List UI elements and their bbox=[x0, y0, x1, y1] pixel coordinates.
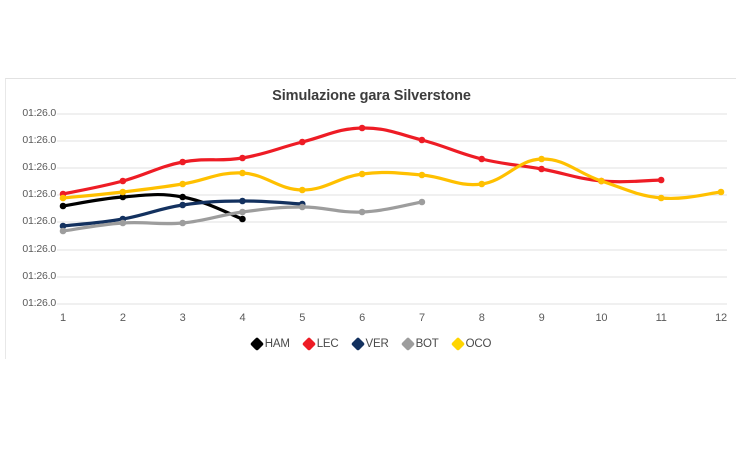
legend-label: VER bbox=[365, 338, 389, 350]
x-tick-label: 8 bbox=[478, 312, 485, 324]
data-point[interactable] bbox=[717, 188, 725, 196]
data-point[interactable] bbox=[59, 222, 67, 230]
series-layer bbox=[59, 124, 725, 235]
data-point[interactable] bbox=[418, 171, 426, 179]
x-tick-label: 10 bbox=[595, 312, 608, 324]
data-point[interactable] bbox=[358, 208, 366, 216]
data-point[interactable] bbox=[298, 138, 306, 146]
x-tick-label: 7 bbox=[418, 312, 425, 324]
chart-title: Simulazione gara Silverstone bbox=[272, 88, 471, 104]
legend-item-lec[interactable]: LEC bbox=[301, 336, 339, 352]
data-point[interactable] bbox=[418, 136, 426, 144]
series-ham bbox=[59, 192, 246, 223]
x-tick-label: 3 bbox=[179, 312, 186, 324]
data-point[interactable] bbox=[59, 227, 67, 235]
y-tick-label: 01:26.0 bbox=[22, 243, 56, 255]
x-tick-label: 2 bbox=[119, 312, 126, 324]
x-tick-label: 6 bbox=[359, 312, 366, 324]
series-bot bbox=[59, 198, 426, 235]
data-point[interactable] bbox=[179, 180, 186, 188]
chart-legend: HAM LEC VER BOT OCO bbox=[6, 336, 737, 352]
x-tick-label: 9 bbox=[538, 312, 545, 324]
y-tick-label: 01:26.0 bbox=[22, 107, 56, 119]
legend-item-ver[interactable]: VER bbox=[350, 336, 389, 352]
x-tick-label: 5 bbox=[299, 312, 306, 324]
x-tick-label: 1 bbox=[60, 312, 66, 324]
series-lec bbox=[59, 124, 665, 198]
data-point[interactable] bbox=[358, 170, 366, 178]
data-point[interactable] bbox=[358, 124, 366, 132]
legend-diamond-marker-icon bbox=[249, 336, 264, 352]
data-point[interactable] bbox=[59, 194, 67, 202]
series-oco bbox=[59, 155, 725, 202]
data-point[interactable] bbox=[538, 165, 545, 173]
data-point[interactable] bbox=[239, 169, 246, 177]
legend-diamond-marker-icon bbox=[350, 336, 365, 352]
y-tick-label: 01:26.0 bbox=[22, 161, 56, 173]
legend-item-bot[interactable]: BOT bbox=[400, 336, 439, 352]
y-tick-label: 01:26.0 bbox=[22, 215, 56, 227]
data-point[interactable] bbox=[239, 154, 246, 162]
data-point[interactable] bbox=[478, 180, 486, 188]
data-point[interactable] bbox=[119, 193, 127, 201]
legend-diamond-marker-icon bbox=[400, 336, 415, 352]
data-point[interactable] bbox=[179, 201, 186, 209]
data-point[interactable] bbox=[179, 158, 186, 166]
legend-diamond-marker-icon bbox=[450, 336, 465, 352]
x-tick-label: 11 bbox=[655, 312, 667, 324]
data-point[interactable] bbox=[119, 177, 127, 185]
data-point[interactable] bbox=[119, 219, 127, 227]
y-tick-label: 01:26.0 bbox=[22, 297, 56, 309]
chart-container: Simulazione gara Silverstone 01:26.0 01:2… bbox=[5, 78, 736, 359]
data-point[interactable] bbox=[119, 188, 127, 196]
data-point[interactable] bbox=[239, 208, 246, 216]
data-point[interactable] bbox=[598, 177, 605, 185]
data-point[interactable] bbox=[239, 197, 246, 205]
data-point[interactable] bbox=[418, 198, 426, 206]
x-tick-label: 4 bbox=[239, 312, 246, 324]
y-tick-label: 01:26.0 bbox=[22, 270, 56, 282]
legend-item-oco[interactable]: OCO bbox=[450, 336, 492, 352]
data-point[interactable] bbox=[179, 219, 186, 227]
x-tick-label: 12 bbox=[715, 312, 727, 324]
data-point[interactable] bbox=[239, 215, 246, 223]
y-tick-label: 01:26.0 bbox=[22, 188, 56, 200]
legend-diamond-marker-icon bbox=[301, 336, 316, 352]
gridlines bbox=[57, 113, 727, 305]
y-tick-label: 01:26.0 bbox=[22, 134, 56, 146]
data-point[interactable] bbox=[179, 193, 186, 201]
data-point[interactable] bbox=[298, 203, 306, 211]
plot-area bbox=[57, 113, 727, 305]
data-point[interactable] bbox=[298, 186, 306, 194]
legend-label: HAM bbox=[264, 338, 290, 350]
series-line bbox=[61, 192, 245, 221]
series-line bbox=[61, 126, 663, 196]
data-point[interactable] bbox=[657, 194, 665, 202]
legend-item-ham[interactable]: HAM bbox=[249, 336, 290, 352]
data-point[interactable] bbox=[538, 155, 545, 163]
legend-label: LEC bbox=[316, 338, 339, 350]
legend-label: BOT bbox=[415, 338, 439, 350]
data-point[interactable] bbox=[657, 176, 665, 184]
data-point[interactable] bbox=[59, 202, 67, 210]
legend-label: OCO bbox=[465, 338, 492, 350]
data-point[interactable] bbox=[478, 155, 486, 163]
series-line bbox=[61, 157, 723, 201]
